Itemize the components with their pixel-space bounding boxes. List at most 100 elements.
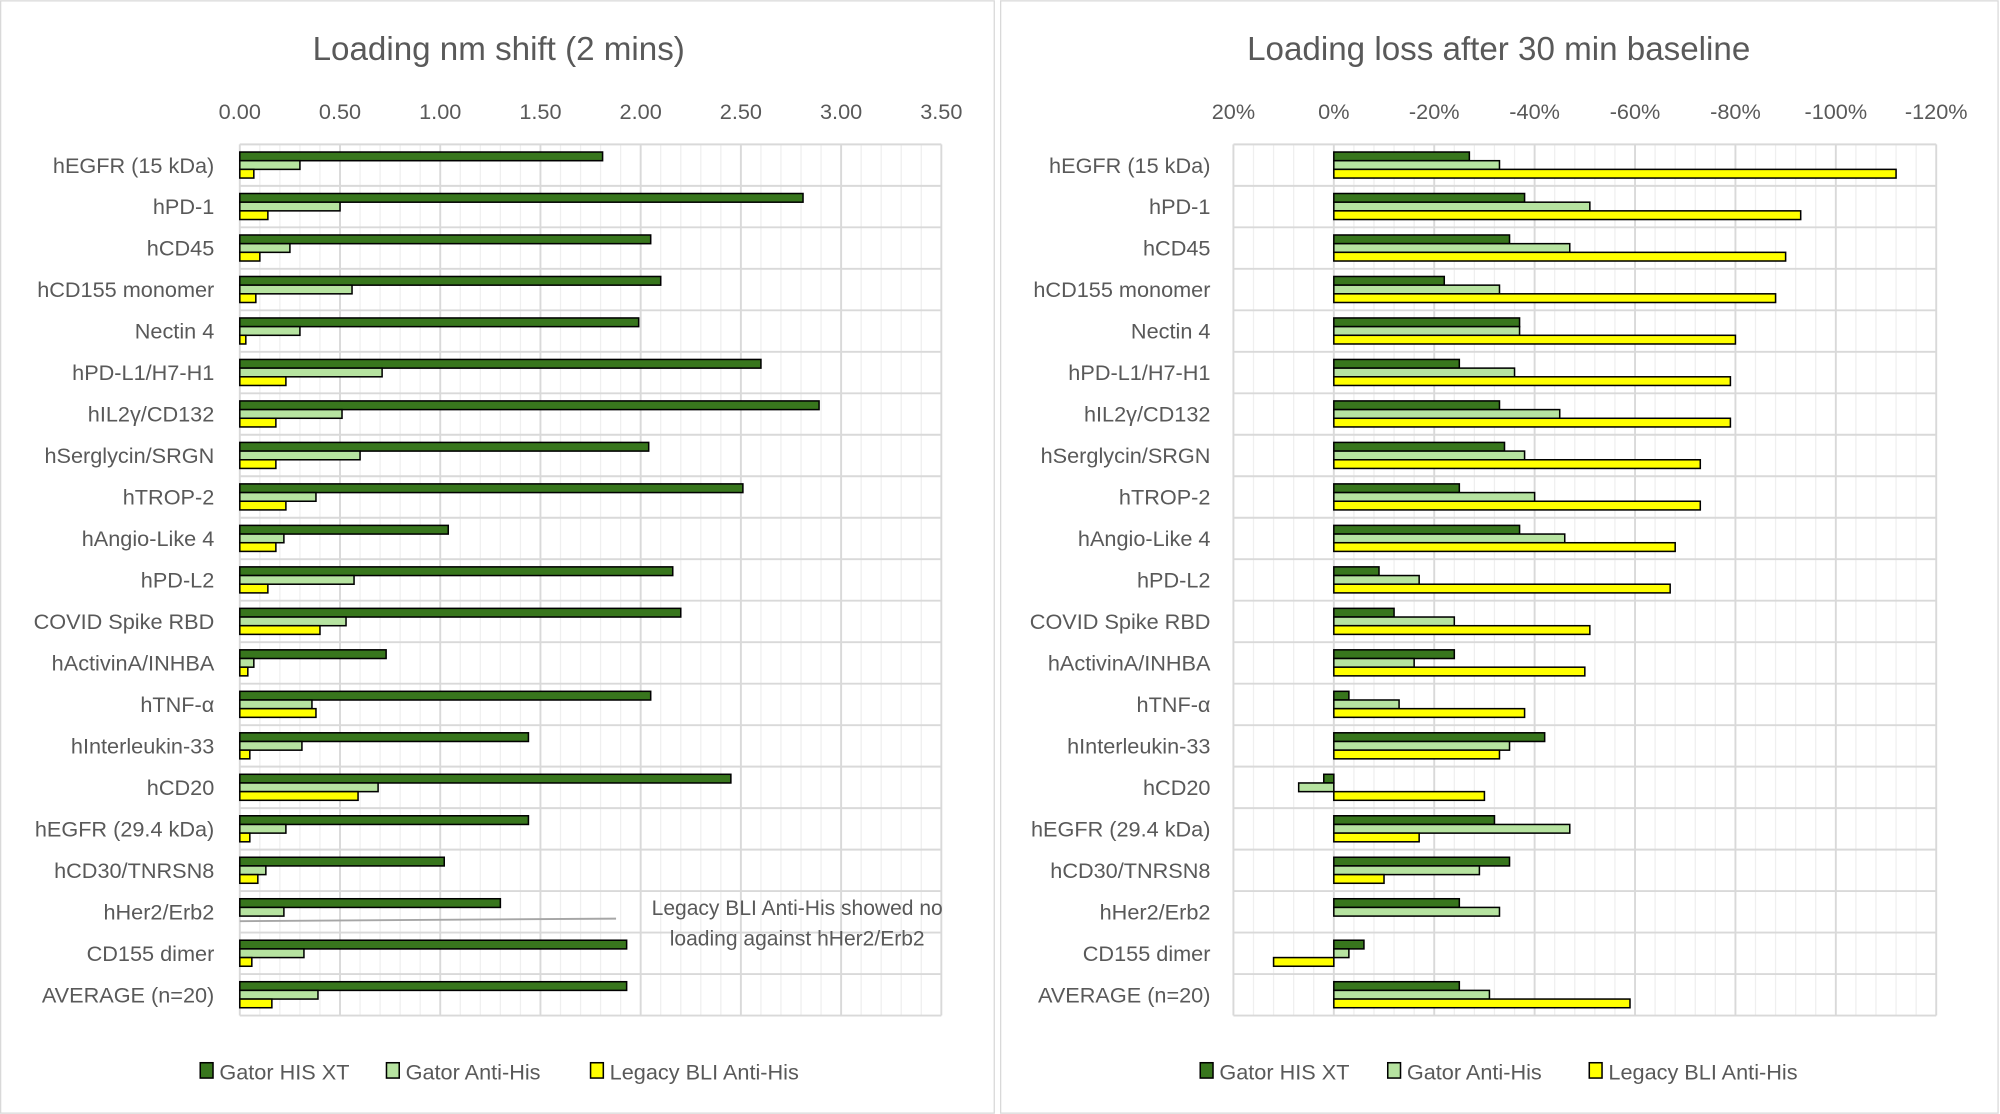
bar-legacy-bli-anti-his (239, 458, 277, 470)
bar-legacy-bli-anti-his (1333, 707, 1526, 719)
bar-legacy-bli-anti-his (1333, 749, 1501, 760)
bar-legacy-bli-anti-his (239, 956, 253, 968)
bar-gator-anti-his (1333, 740, 1511, 751)
bar-gator-his-xt (1333, 566, 1380, 577)
bar-legacy-bli-anti-his (1333, 998, 1631, 1009)
bar-gator-anti-his (1333, 450, 1526, 461)
category-label: AVERAGE (n=20) (42, 982, 214, 1007)
x-tick-label: 1.50 (519, 99, 561, 124)
bar-legacy-bli-anti-his (239, 376, 287, 387)
category-label: hHer2/Erb2 (103, 899, 214, 924)
bar-gator-his-xt (239, 649, 387, 660)
x-tick-label: 3.50 (920, 99, 962, 124)
bar-gator-anti-his (239, 159, 301, 171)
bar-gator-his-xt (239, 192, 804, 203)
bar-gator-his-xt (1333, 732, 1546, 743)
bar-gator-his-xt (1333, 607, 1395, 618)
bar-gator-anti-his (1333, 574, 1420, 585)
bar-gator-anti-his (239, 201, 341, 212)
legend-swatch (199, 1061, 214, 1079)
bar-legacy-bli-anti-his (1333, 500, 1702, 511)
bar-legacy-bli-anti-his (1333, 168, 1897, 179)
bar-gator-anti-his (1333, 367, 1516, 378)
category-label: hPD-L1/H7-H1 (1068, 360, 1210, 385)
bar-gator-anti-his (1333, 408, 1561, 420)
bar-legacy-bli-anti-his (1272, 956, 1335, 968)
bar-gator-his-xt (239, 358, 762, 369)
bar-gator-his-xt (1333, 234, 1511, 245)
bar-gator-anti-his (239, 533, 285, 544)
legend-swatch (1386, 1061, 1402, 1079)
legend-swatch (589, 1061, 605, 1079)
bar-gator-his-xt (239, 483, 744, 494)
bar-gator-his-xt (239, 566, 674, 577)
x-tick-label: 2.50 (720, 99, 762, 124)
category-label: hInterleukin-33 (1067, 734, 1210, 759)
bar-gator-his-xt (239, 773, 732, 784)
category-label: hActivinA/INHBA (1048, 651, 1211, 676)
bar-legacy-bli-anti-his (239, 541, 277, 553)
legend-swatch (1588, 1061, 1603, 1079)
x-tick-label: 2.00 (620, 99, 662, 124)
bar-gator-anti-his (239, 699, 313, 710)
bar-legacy-bli-anti-his (239, 417, 277, 428)
bar-legacy-bli-anti-his (1333, 583, 1671, 594)
bar-legacy-bli-anti-his (1333, 293, 1777, 304)
bar-gator-anti-his (1333, 491, 1536, 503)
bar-gator-anti-his (239, 574, 355, 585)
bar-gator-his-xt (1333, 690, 1350, 701)
bar-gator-his-xt (239, 607, 682, 618)
bar-gator-his-xt (239, 856, 446, 867)
bar-gator-his-xt (239, 939, 628, 950)
bar-legacy-bli-anti-his (1333, 251, 1787, 262)
bar-gator-anti-his (239, 782, 379, 793)
legend-label: Gator Anti-His (406, 1059, 541, 1084)
bar-gator-anti-his (239, 906, 285, 917)
annotation-line (239, 917, 617, 923)
bar-legacy-bli-anti-his (1333, 873, 1385, 885)
x-tick-label: 0.50 (319, 99, 361, 124)
bar-legacy-bli-anti-his (239, 707, 317, 719)
x-tick-label: 0% (1318, 99, 1349, 124)
bar-gator-his-xt (1323, 773, 1335, 784)
bar-legacy-bli-anti-his (239, 500, 287, 511)
bar-gator-his-xt (239, 690, 652, 701)
legend-label: Gator Anti-His (1407, 1059, 1542, 1084)
bar-gator-his-xt (1333, 939, 1365, 950)
bar-legacy-bli-anti-his (239, 168, 255, 179)
category-label: Nectin 4 (135, 319, 215, 344)
right-chart-title: Loading loss after 30 min baseline (1247, 31, 1750, 68)
bar-legacy-bli-anti-his (1333, 417, 1732, 428)
category-label: hTNF-α (140, 692, 214, 717)
category-label: hPD-1 (1149, 194, 1210, 219)
category-label: Nectin 4 (1131, 319, 1211, 344)
bar-gator-anti-his (1333, 242, 1571, 254)
bar-legacy-bli-anti-his (239, 873, 259, 885)
category-label: hAngio-Like 4 (82, 526, 215, 551)
category-label: hCD30/TNRSN8 (54, 858, 214, 883)
x-tick-label: -120% (1905, 99, 1968, 124)
category-label: hAngio-Like 4 (1078, 526, 1211, 551)
category-label: hPD-1 (153, 194, 214, 219)
x-tick-label: 3.00 (820, 99, 862, 124)
bar-gator-anti-his (239, 657, 255, 668)
bar-gator-anti-his (239, 740, 303, 751)
category-label: hEGFR (15 kDa) (53, 153, 214, 178)
category-label: hPD-L2 (141, 568, 214, 593)
bar-gator-his-xt (239, 400, 820, 411)
category-label: hEGFR (29.4 kDa) (35, 817, 214, 842)
bar-gator-anti-his (1333, 616, 1456, 627)
bar-legacy-bli-anti-his (1333, 376, 1732, 387)
annotation-line-1: Legacy BLI Anti-His showed no (652, 897, 943, 920)
bar-gator-anti-his (239, 450, 361, 461)
category-label: hCD45 (147, 236, 214, 261)
bar-gator-his-xt (1333, 358, 1461, 369)
bar-gator-anti-his (239, 948, 305, 959)
legend-label: Gator HIS XT (219, 1059, 349, 1084)
category-label: hTROP-2 (123, 485, 215, 510)
x-tick-label: 20% (1212, 99, 1255, 124)
bar-gator-his-xt (239, 980, 628, 992)
bar-gator-his-xt (1333, 192, 1526, 203)
x-tick-label: -20% (1409, 99, 1460, 124)
